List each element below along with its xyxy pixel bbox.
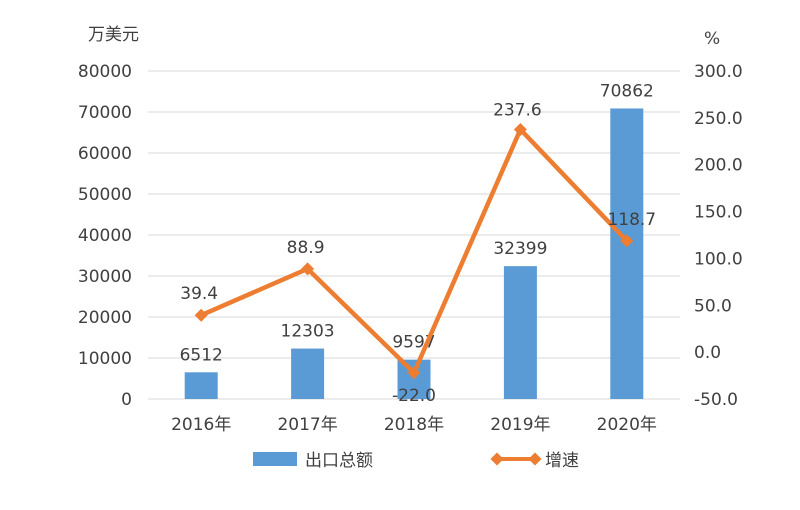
- x-axis-tick-label: 2020年: [597, 415, 657, 435]
- right-axis-tick-label: 50.0: [694, 296, 732, 316]
- gridlines: [148, 70, 680, 400]
- right-axis-tick-label: 250.0: [694, 109, 743, 129]
- left-axis-tick-label: 60000: [78, 144, 132, 164]
- bar: [503, 266, 537, 399]
- legend-swatch-exports: [253, 452, 297, 466]
- right-axis-tick-label: 200.0: [694, 156, 743, 176]
- growth-value-label: 118.7: [607, 210, 656, 230]
- left-axis-tick-label: 10000: [78, 349, 132, 369]
- x-axis-tick-label: 2019年: [490, 415, 550, 435]
- legend-label-growth: 增速: [545, 451, 579, 471]
- left-axis-ticks: 0 10000 20000 30000 40000 50000 60000 70000 8000…: [78, 62, 132, 410]
- x-axis-tick-label: 2018年: [384, 415, 444, 435]
- legend-marker-growth: [528, 452, 542, 466]
- growth-point: [301, 262, 315, 276]
- right-axis-tick-label: 100.0: [694, 249, 743, 269]
- right-axis-tick-label: 150.0: [694, 203, 743, 223]
- left-axis-tick-label: 30000: [78, 267, 132, 287]
- bar: [291, 348, 325, 399]
- right-axis-tick-label: 300.0: [694, 62, 743, 82]
- bar-value-label: 6512: [180, 345, 223, 365]
- x-axis-tick-label: 2017年: [277, 415, 337, 435]
- left-axis-tick-label: 40000: [78, 226, 132, 246]
- bar: [397, 359, 431, 399]
- bar-value-label: 70862: [600, 81, 654, 101]
- bar-value-label: 32399: [493, 239, 547, 259]
- bar-value-label: 12303: [281, 322, 335, 342]
- growth-value-label: -22.0: [392, 386, 436, 406]
- growth-point: [407, 366, 421, 380]
- bar: [184, 372, 218, 399]
- bar: [610, 108, 644, 400]
- legend: 出口总额 增速: [253, 451, 579, 471]
- growth-point: [513, 122, 527, 136]
- growth-value-label: 88.9: [287, 238, 325, 258]
- left-axis-tick-label: 80000: [78, 62, 132, 82]
- x-axis-tick-label: 2016年: [171, 415, 231, 435]
- right-axis-ticks: -50.0 0.0 50.0 100.0 150.0 200.0 250.0 300.0: [694, 62, 743, 410]
- left-axis-tick-label: 20000: [78, 308, 132, 328]
- growth-value-label: 237.6: [493, 100, 542, 120]
- left-axis-unit: 万美元: [88, 25, 139, 45]
- x-axis-ticks: 2016年 2017年 2018年 2019年 2020年: [171, 415, 657, 435]
- growth-point: [620, 234, 634, 248]
- growth-value-label: 39.4: [180, 284, 218, 304]
- right-axis-tick-label: -50.0: [694, 390, 738, 410]
- left-axis-tick-label: 70000: [78, 103, 132, 123]
- legend-label-exports: 出口总额: [305, 451, 373, 471]
- legend-marker-growth: [490, 452, 504, 466]
- left-axis-tick-label: 0: [121, 390, 132, 410]
- right-axis-unit: %: [704, 29, 720, 49]
- right-axis-tick-label: 0.0: [694, 343, 721, 363]
- line-series: 39.4 88.9 -22.0 237.6 118.7: [180, 100, 656, 405]
- left-axis-tick-label: 50000: [78, 185, 132, 205]
- growth-point: [194, 308, 208, 322]
